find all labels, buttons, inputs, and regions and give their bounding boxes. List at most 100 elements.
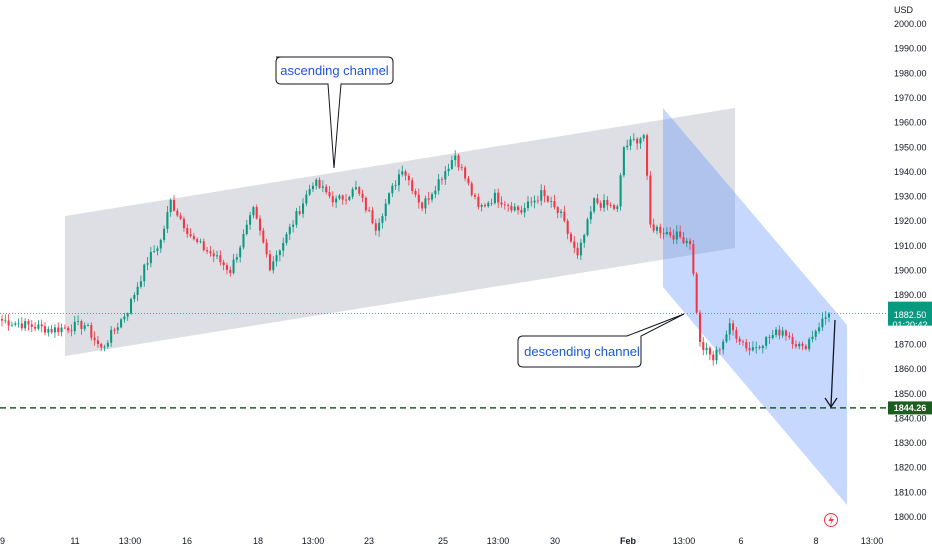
candle bbox=[318, 177, 321, 189]
candle bbox=[136, 282, 139, 302]
candle bbox=[619, 172, 622, 211]
candle bbox=[533, 195, 536, 209]
candle bbox=[629, 136, 632, 151]
candle bbox=[566, 218, 569, 240]
candle bbox=[427, 192, 430, 205]
candle bbox=[86, 322, 90, 327]
candle bbox=[771, 329, 774, 340]
descending-channel-callout[interactable]: descending channel bbox=[517, 313, 685, 368]
candle bbox=[50, 324, 53, 334]
candle bbox=[497, 188, 500, 209]
candle bbox=[596, 193, 599, 205]
candle bbox=[510, 202, 513, 213]
candle bbox=[222, 259, 225, 271]
ascending-channel-callout[interactable]: ascending channel bbox=[275, 56, 394, 169]
candle bbox=[543, 185, 546, 203]
candle bbox=[778, 325, 781, 340]
lightning-icon[interactable] bbox=[824, 513, 838, 527]
candle bbox=[748, 342, 751, 356]
x-tick-label: 13:00 bbox=[861, 536, 884, 546]
candle bbox=[814, 329, 817, 341]
candle bbox=[202, 238, 205, 252]
candle bbox=[583, 233, 586, 248]
candle bbox=[268, 250, 271, 272]
x-tick-label: 30 bbox=[550, 536, 560, 546]
y-tick-label: 1840.00 bbox=[894, 413, 927, 423]
candle bbox=[364, 196, 367, 213]
candle bbox=[20, 317, 23, 331]
candle bbox=[725, 330, 728, 344]
candle bbox=[331, 191, 334, 207]
candle bbox=[258, 215, 262, 236]
candle bbox=[321, 180, 324, 193]
candle bbox=[454, 150, 457, 167]
candle bbox=[30, 320, 33, 333]
candle bbox=[407, 173, 410, 186]
candle bbox=[698, 309, 702, 347]
y-tick-label: 1830.00 bbox=[894, 438, 927, 448]
y-tick-label: 1890.00 bbox=[894, 290, 927, 300]
candle bbox=[27, 319, 30, 331]
candle bbox=[735, 326, 738, 344]
candle bbox=[272, 256, 275, 274]
candle bbox=[378, 218, 381, 237]
candle bbox=[685, 237, 688, 248]
candle bbox=[139, 275, 142, 289]
candle bbox=[576, 242, 579, 259]
candle bbox=[586, 217, 589, 237]
candle bbox=[388, 192, 391, 206]
candle bbox=[761, 344, 764, 354]
candle bbox=[235, 253, 238, 263]
candle bbox=[603, 194, 606, 212]
candle bbox=[311, 182, 314, 193]
candle bbox=[450, 155, 453, 171]
candle bbox=[83, 322, 86, 332]
candle bbox=[642, 133, 645, 142]
candle bbox=[14, 321, 17, 327]
candle bbox=[573, 235, 576, 254]
candle bbox=[530, 197, 533, 207]
candle bbox=[718, 347, 721, 356]
candle bbox=[249, 211, 252, 230]
candle bbox=[338, 194, 341, 201]
candle bbox=[17, 318, 20, 328]
candle bbox=[480, 203, 483, 212]
candle bbox=[302, 198, 305, 218]
candle bbox=[196, 237, 199, 244]
candle bbox=[612, 203, 616, 211]
candle bbox=[315, 178, 318, 190]
candle bbox=[0, 314, 4, 327]
candle bbox=[556, 205, 559, 219]
candle bbox=[474, 193, 477, 200]
x-tick-label: 6 bbox=[738, 536, 743, 546]
candle bbox=[219, 250, 222, 266]
candle bbox=[775, 326, 778, 338]
candle bbox=[182, 216, 185, 232]
candle bbox=[37, 320, 40, 331]
x-tick-label: 9 bbox=[0, 536, 5, 546]
candle bbox=[414, 188, 417, 198]
candle bbox=[751, 341, 754, 352]
currency-label: USD bbox=[894, 5, 914, 15]
candle bbox=[67, 326, 70, 334]
candle bbox=[649, 171, 652, 228]
candle bbox=[500, 196, 503, 208]
price-axis[interactable]: USD 2000.00 1990.00 1980.00 1970.00 1960.00 1… bbox=[894, 5, 927, 522]
candle bbox=[741, 339, 745, 346]
candle bbox=[394, 180, 397, 190]
reference-lines bbox=[0, 313, 888, 409]
candle bbox=[447, 163, 450, 176]
candle bbox=[328, 186, 331, 199]
candle bbox=[444, 166, 447, 185]
candle bbox=[384, 198, 387, 221]
candle bbox=[655, 224, 659, 235]
candle bbox=[781, 326, 784, 339]
candle bbox=[715, 346, 718, 365]
time-axis[interactable]: 9 11 13:00 16 18 13:00 23 25 13:00 30 Feb 13:00 6 8 13… bbox=[0, 536, 883, 546]
candle bbox=[811, 330, 814, 343]
candle bbox=[341, 194, 344, 205]
candle bbox=[351, 187, 354, 200]
candle bbox=[225, 262, 228, 275]
